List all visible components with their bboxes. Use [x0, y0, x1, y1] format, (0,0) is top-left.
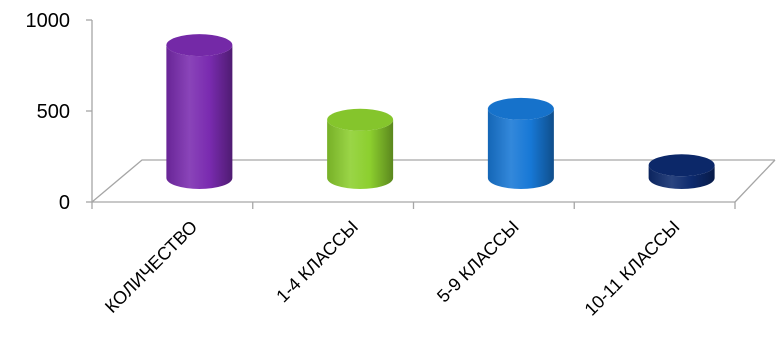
floor-back-edge — [91, 159, 775, 203]
bar — [327, 108, 394, 189]
bar-body — [487, 108, 554, 189]
y-tick-label: 500 — [37, 101, 70, 123]
bar — [166, 34, 233, 189]
bar-top — [487, 97, 554, 120]
chart-bars — [166, 34, 715, 189]
bar-body — [327, 119, 394, 189]
floor-right-edge — [734, 159, 776, 203]
x-category-label: 1-4 КЛАССЫ — [272, 217, 362, 307]
bar — [648, 154, 715, 189]
chart-axes — [86, 19, 776, 209]
bar-body — [648, 165, 715, 189]
y-tick-label: 0 — [59, 192, 70, 214]
bar-top — [327, 108, 394, 131]
y-tick-label: 1000 — [26, 10, 71, 32]
x-category-label: 5-9 КЛАССЫ — [433, 217, 523, 307]
bar-body — [166, 45, 233, 189]
bar-top — [166, 34, 233, 57]
x-category-label: КОЛИЧЕСТВО — [101, 217, 201, 317]
bar — [487, 97, 554, 189]
x-category-label: 10-11 КЛАССЫ — [581, 217, 684, 320]
bar-top — [648, 154, 715, 177]
